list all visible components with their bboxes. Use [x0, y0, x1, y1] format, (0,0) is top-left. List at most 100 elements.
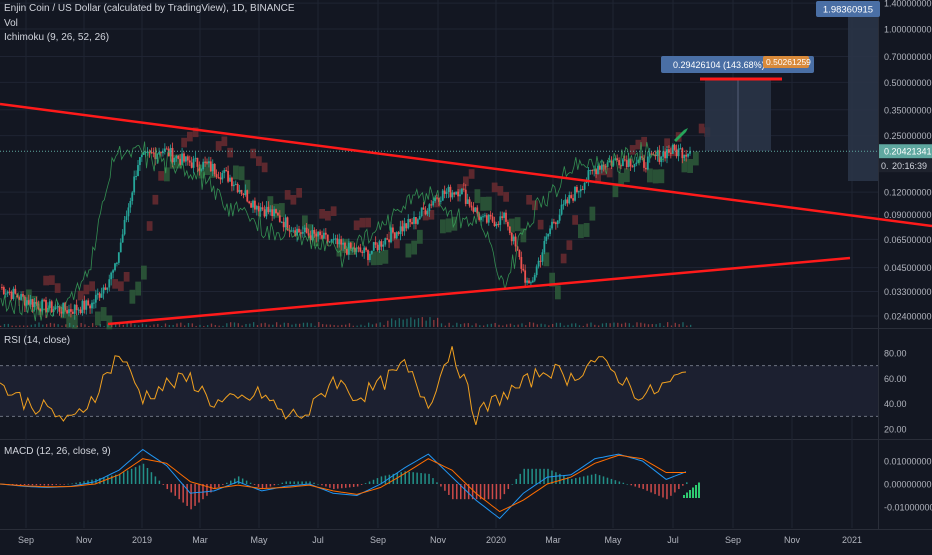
candle-body: [100, 293, 103, 298]
macd-histogram-bar: [491, 484, 494, 500]
macd-histogram-bar: [27, 484, 30, 486]
candle-body: [499, 216, 502, 225]
macd-histogram-bar: [622, 482, 625, 484]
macd-histogram-bar: [689, 490, 691, 498]
ichimoku-cloud-segment: [152, 194, 159, 205]
volume-bar: [134, 324, 136, 327]
candle-body: [338, 239, 341, 245]
macd-histogram-bar: [416, 472, 418, 484]
candle-body: [252, 200, 254, 208]
volume-bar: [647, 324, 650, 327]
candle-body: [219, 177, 222, 180]
macd-histogram-bar: [586, 475, 589, 484]
macd-histogram-bar: [614, 480, 617, 484]
candle-body: [489, 214, 492, 217]
candle-body: [508, 226, 511, 233]
ichimoku-cloud-segment: [411, 240, 417, 255]
macd-histogram-bar: [634, 484, 636, 487]
candle-body: [380, 241, 383, 247]
volume-indicator-label[interactable]: Vol: [4, 18, 18, 29]
volume-bar: [26, 325, 29, 327]
macd-histogram-bar: [23, 484, 26, 486]
macd-histogram-bar: [75, 482, 77, 484]
candle-body: [234, 183, 237, 185]
macd-histogram-bar: [348, 484, 351, 488]
macd-histogram-bar: [11, 484, 14, 485]
candle-body: [165, 148, 168, 150]
macd-histogram-bar: [35, 484, 38, 486]
macd-histogram-bar: [467, 484, 470, 500]
volume-bar: [49, 322, 52, 327]
volume-bar: [92, 323, 94, 327]
ichimoku-cloud-segment: [227, 147, 233, 158]
ichimoku-cloud-segment: [578, 224, 584, 239]
candle-body: [4, 293, 7, 295]
candle-body: [545, 236, 548, 241]
chart-title: Enjin Coin / US Dollar (calculated by Tr…: [4, 3, 295, 14]
price-axis-label: 0.25000000: [884, 131, 932, 141]
macd-histogram-bar: [297, 481, 299, 484]
candle-body: [461, 188, 463, 195]
volume-bar: [172, 325, 174, 327]
rsi-line: [0, 346, 687, 426]
volume-bar: [88, 325, 90, 327]
macd-pane-label[interactable]: MACD (12, 26, close, 9): [4, 446, 111, 457]
rocket-icon: [672, 128, 688, 147]
candle-body: [68, 309, 70, 314]
candle-body: [346, 248, 348, 255]
candle-body: [334, 238, 337, 240]
ichimoku-indicator-label[interactable]: Ichimoku (9, 26, 52, 26): [4, 32, 110, 43]
macd-histogram-bar: [309, 481, 311, 484]
macd-histogram-bar: [535, 468, 537, 484]
ichimoku-cloud-segment: [77, 290, 84, 301]
macd-histogram-bar: [428, 473, 430, 484]
volume-bar: [452, 325, 454, 327]
candle-body: [326, 234, 329, 242]
candle-body: [512, 236, 515, 242]
candle-body: [238, 189, 241, 193]
candle-body: [41, 299, 44, 312]
volume-bar: [38, 322, 40, 327]
candle-body: [436, 197, 438, 199]
macd-histogram-bar: [230, 480, 232, 484]
macd-histogram-bar: [388, 474, 391, 484]
volume-bar: [567, 324, 569, 327]
volume-bar: [490, 323, 492, 327]
volume-bar: [356, 325, 358, 327]
macd-histogram-bar: [380, 476, 383, 484]
volume-bar: [23, 325, 25, 327]
candle-body: [422, 207, 425, 210]
volume-bar: [241, 325, 243, 327]
volume-bar: [440, 323, 443, 327]
candle-body: [12, 288, 15, 299]
candle-body: [522, 268, 525, 271]
ichimoku-cloud-segment: [365, 217, 371, 228]
macd-histogram-bar: [368, 481, 371, 484]
candle-body: [541, 252, 544, 262]
ichimoku-cloud-segment: [135, 281, 141, 296]
volume-bar: [509, 323, 512, 327]
rsi-pane-label[interactable]: RSI (14, close): [4, 335, 71, 346]
macd-histogram-bar: [376, 478, 379, 484]
ichimoku-cloud-segment: [175, 154, 182, 169]
candle-body: [370, 250, 373, 254]
rsi-axis-label: 80.00: [884, 349, 907, 359]
candle-body: [192, 158, 195, 168]
candle-body: [244, 190, 247, 195]
macd-histogram-bar: [83, 481, 85, 484]
candle-body: [225, 170, 228, 172]
macd-histogram-bar: [503, 484, 506, 495]
candle-body: [646, 156, 649, 170]
macd-histogram-bar: [214, 484, 216, 490]
candle-body: [56, 306, 59, 308]
candle-body: [633, 164, 636, 167]
volume-bar: [360, 324, 362, 327]
volume-bar: [187, 323, 190, 327]
candle-body: [194, 157, 197, 159]
volume-bar: [19, 325, 21, 327]
volume-bar: [624, 322, 627, 327]
ichimoku-cloud-segment: [572, 215, 578, 225]
ichimoku-cloud-segment: [503, 192, 509, 202]
